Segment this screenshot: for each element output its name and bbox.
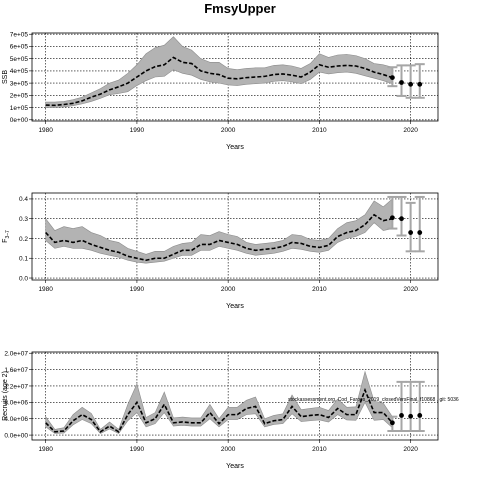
- x-tick-label: 1990: [130, 286, 145, 293]
- forecast-median-point: [408, 81, 414, 87]
- x-tick-label: 2010: [312, 446, 327, 453]
- x-tick-label: 1990: [130, 446, 145, 453]
- forecast-median-point: [408, 413, 414, 419]
- y-axis-label: F3–7: [2, 230, 11, 243]
- x-tick-label: 2010: [312, 286, 327, 293]
- confidence-band: [45, 198, 393, 264]
- y-tick-label: 7e+05: [10, 32, 29, 39]
- figure-title: FmsyUpper: [204, 1, 276, 16]
- y-tick-label: 0.0e+00: [4, 432, 28, 439]
- y-tick-label: 3e+05: [10, 80, 29, 87]
- y-tick-label: 4.0e+06: [4, 416, 28, 423]
- panel-fbar: 1980 1990 2000 2010 2020 0.0 0.1 0.2 0.3 0.4 Years…: [2, 192, 439, 310]
- y-tick-label: 1e+05: [10, 105, 29, 112]
- x-tick-label: 2020: [403, 446, 418, 453]
- plot-frame: [31, 351, 439, 441]
- panels: 1980 1990 2000 2010 2020 0e+00 1e+05 2e+05 3e+05…: [2, 32, 459, 470]
- forecast-median-point: [399, 413, 404, 418]
- forecast-median-point: [389, 420, 395, 426]
- x-tick-label: 2000: [221, 127, 236, 134]
- y-tick-label: 2e+05: [10, 93, 29, 100]
- x-tick-label: 1990: [130, 127, 145, 134]
- y-tick-label: 1.2e+07: [4, 383, 28, 390]
- x-tick-label: 2020: [403, 286, 418, 293]
- x-tick-label: 1980: [38, 286, 53, 293]
- x-tick-label: 2010: [312, 127, 327, 134]
- forecast-median-point: [417, 81, 423, 87]
- estimate-line: [45, 56, 393, 107]
- y-tick-label: 0.4: [19, 196, 28, 203]
- forecast-median-point: [389, 215, 395, 221]
- y-tick-label: 0.3: [19, 216, 28, 223]
- estimate-line: [45, 387, 393, 433]
- x-tick-label: 2020: [403, 127, 418, 134]
- y-axis-label: Recruits (age 2): [2, 371, 9, 421]
- estimate-line: [45, 213, 393, 262]
- forecast-median-point: [399, 216, 404, 222]
- y-tick-label: 0e+00: [10, 117, 29, 124]
- x-axis-label: Years: [226, 303, 244, 310]
- x-axis-label: Years: [226, 463, 244, 470]
- x-tick-label: 1980: [38, 127, 53, 134]
- forecast-median-point: [389, 75, 395, 81]
- y-tick-label: 1.6e+07: [4, 367, 28, 374]
- x-axis-label: Years: [226, 144, 244, 151]
- plot-frame: [31, 32, 439, 122]
- forecast-median-point: [408, 230, 414, 235]
- y-tick-label: 4e+05: [10, 68, 29, 75]
- panel-ssb: 1980 1990 2000 2010 2020 0e+00 1e+05 2e+05 3e+05…: [2, 32, 439, 151]
- y-tick-label: 8.0e+06: [4, 400, 28, 407]
- y-tick-label: 0.1: [19, 256, 28, 263]
- y-tick-label: 6e+05: [10, 44, 29, 51]
- forecast-median-point: [399, 80, 404, 85]
- x-tick-label: 1980: [38, 446, 53, 453]
- y-tick-label: 0.2: [19, 236, 28, 243]
- y-tick-label: 5e+05: [10, 56, 29, 63]
- source-annotation: stockassessment.org, Cod_Faroes_2019_clo…: [288, 397, 459, 403]
- forecast-median-point: [417, 413, 423, 418]
- forecast-median-point: [417, 230, 423, 235]
- y-tick-label: 0.0: [19, 275, 28, 282]
- y-axis-label: SSB: [2, 70, 9, 84]
- panel-recruitment: 1980 1990 2000 2010 2020 0.0e+00 4.0e+06 8.0e+0…: [2, 351, 439, 470]
- plot-frame: [31, 192, 439, 281]
- y-axis-label-subscript: 3–7: [5, 230, 11, 239]
- x-tick-label: 2000: [221, 286, 236, 293]
- x-tick-label: 2000: [221, 446, 236, 453]
- y-tick-label: 2.0e+07: [4, 351, 28, 358]
- confidence-band: [45, 36, 393, 108]
